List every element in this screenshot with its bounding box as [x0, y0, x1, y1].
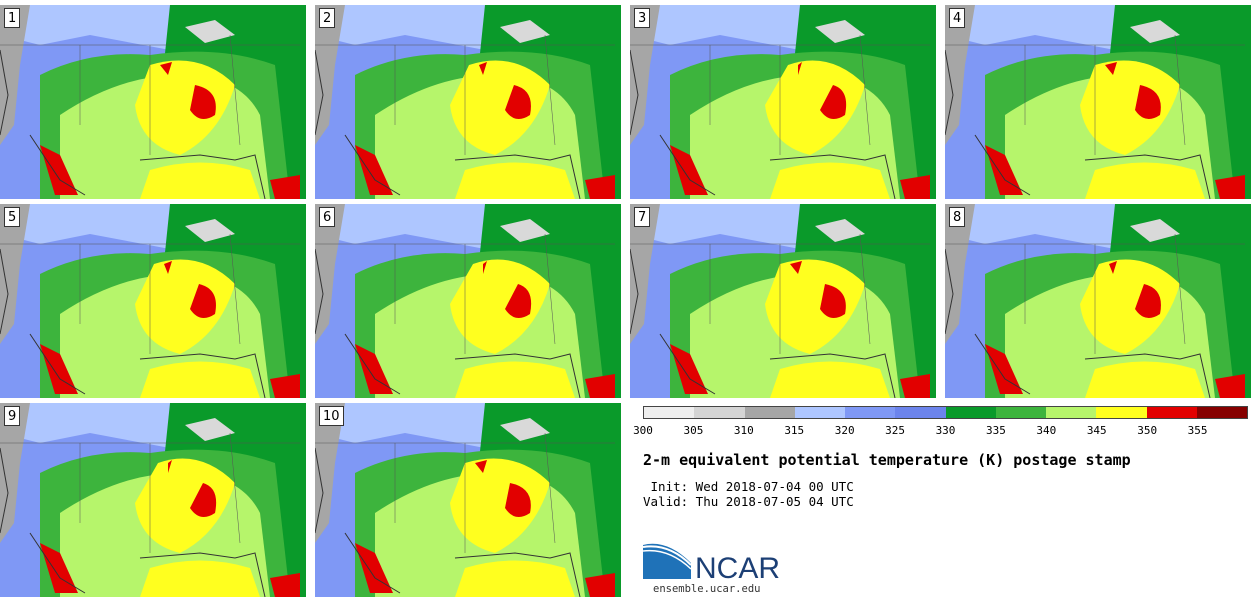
theta-e-map — [315, 204, 621, 398]
member-number: 4 — [949, 8, 966, 28]
colorbar-segment — [1096, 407, 1147, 418]
colorbar — [643, 406, 1248, 419]
colorbar-tick-label: 320 — [834, 424, 855, 437]
colorbar-tick-label: 350 — [1137, 424, 1158, 437]
theta-e-map — [0, 403, 306, 597]
theta-e-map — [0, 5, 306, 199]
ensemble-url[interactable]: ensemble.ucar.edu — [653, 583, 761, 595]
colorbar-ticks: 300 305 310 315 320 325 330 335 340 345 350 355 — [633, 424, 1248, 438]
map-panel: 8 — [945, 204, 1251, 398]
colorbar-segment — [694, 407, 745, 418]
member-number: 2 — [319, 8, 336, 28]
member-number: 1 — [4, 8, 21, 28]
theta-e-map — [630, 204, 936, 398]
colorbar-tick-label: 310 — [733, 424, 754, 437]
map-panel: 9 — [0, 403, 306, 597]
figure-title: 2-m equivalent potential temperature (K)… — [643, 451, 1131, 469]
map-panel: 1 — [0, 5, 306, 199]
member-number: 6 — [319, 207, 336, 227]
colorbar-segment — [995, 407, 1046, 418]
init-time: Init: Wed 2018-07-04 00 UTC — [643, 479, 854, 494]
colorbar-tick-label: 325 — [885, 424, 906, 437]
map-panel: 6 — [315, 204, 621, 398]
theta-e-map — [945, 204, 1251, 398]
colorbar-tick-label: 355 — [1187, 424, 1208, 437]
map-panel: 10 — [315, 403, 621, 597]
map-panel: 3 — [630, 5, 936, 199]
member-number: 3 — [634, 8, 651, 28]
theta-e-map — [315, 5, 621, 199]
map-panel: 2 — [315, 5, 621, 199]
theta-e-map — [630, 5, 936, 199]
colorbar-segment — [1046, 407, 1097, 418]
member-number: 9 — [4, 406, 21, 426]
theta-e-map — [315, 403, 621, 597]
colorbar-tick-label: 345 — [1086, 424, 1107, 437]
map-panel: 5 — [0, 204, 306, 398]
member-number: 8 — [949, 207, 966, 227]
colorbar-segment — [845, 407, 896, 418]
map-panel: 7 — [630, 204, 936, 398]
colorbar-tick-label: 305 — [683, 424, 704, 437]
member-number: 5 — [4, 207, 21, 227]
colorbar-tick-label: 340 — [1036, 424, 1057, 437]
colorbar-segment — [644, 407, 695, 418]
theta-e-map — [0, 204, 306, 398]
valid-time: Valid: Thu 2018-07-05 04 UTC — [643, 494, 854, 509]
colorbar-segment — [744, 407, 795, 418]
member-number: 10 — [319, 406, 344, 426]
logo-text: NCAR — [695, 552, 780, 583]
member-number: 7 — [634, 207, 651, 227]
colorbar-segment — [1146, 407, 1197, 418]
theta-e-map — [945, 5, 1251, 199]
colorbar-tick-label: 315 — [784, 424, 805, 437]
map-panel: 4 — [945, 5, 1251, 199]
colorbar-segment — [895, 407, 946, 418]
colorbar-tick-label: 300 — [633, 424, 653, 437]
ncar-logo: NCAR — [643, 543, 780, 583]
colorbar-segment — [1196, 407, 1247, 418]
colorbar-segment — [945, 407, 996, 418]
colorbar-segment — [794, 407, 845, 418]
colorbar-tick-label: 335 — [985, 424, 1006, 437]
colorbar-tick-label: 330 — [935, 424, 956, 437]
